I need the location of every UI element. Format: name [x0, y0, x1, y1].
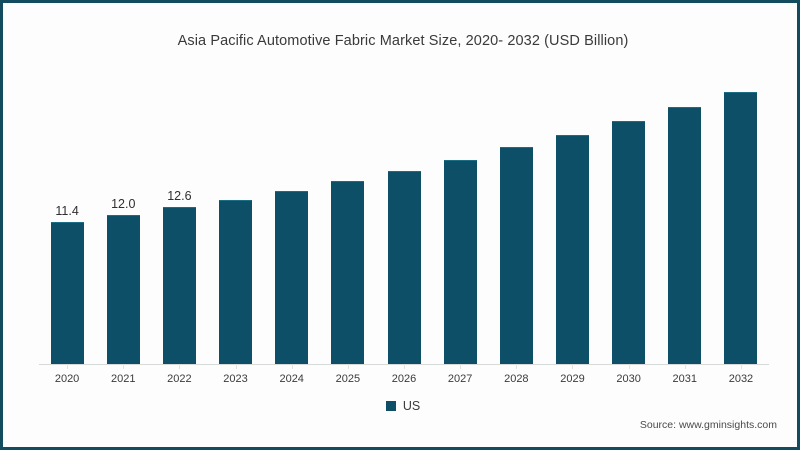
x-axis-label: 2021	[110, 373, 136, 385]
bar[interactable]	[106, 214, 140, 364]
bar-slot: 12.6	[151, 65, 207, 364]
x-axis-label: 2030	[616, 373, 641, 385]
x-axis-tick	[39, 364, 95, 370]
bar[interactable]	[443, 159, 477, 364]
bar[interactable]	[724, 92, 758, 364]
bar[interactable]	[387, 170, 421, 364]
x-axis-label: 2020	[54, 373, 80, 385]
bar-slot	[544, 65, 600, 364]
x-axis-label: 2026	[391, 373, 417, 385]
x-axis-tick	[264, 364, 320, 370]
bar[interactable]	[668, 107, 702, 364]
x-axis-label: 2032	[728, 373, 754, 385]
bar-slot	[376, 65, 432, 364]
x-axis-tick	[95, 364, 151, 370]
bar-slot: 12.0	[95, 65, 151, 364]
bar-slot	[488, 65, 544, 364]
bar[interactable]	[555, 134, 589, 364]
x-axis-label: 2023	[223, 373, 248, 385]
x-axis-tick	[207, 364, 263, 370]
bar-slot	[713, 65, 769, 364]
bar-slot	[264, 65, 320, 364]
bar[interactable]	[219, 199, 253, 364]
x-axis-label: 2022	[167, 373, 192, 385]
x-axis-tick	[432, 364, 488, 370]
legend-label-us: US	[402, 399, 421, 413]
bar-slot	[657, 65, 713, 364]
bar-value-label: 12.0	[111, 196, 136, 211]
x-axis-label: 2025	[335, 373, 361, 385]
bar-slot	[601, 65, 657, 364]
x-axis-tick	[320, 364, 376, 370]
bar-slot	[207, 65, 263, 364]
bar[interactable]	[331, 180, 365, 364]
x-axis-tick	[151, 364, 207, 370]
x-axis-label: 2027	[447, 373, 473, 385]
bar[interactable]	[499, 147, 533, 364]
x-axis-label: 2031	[672, 373, 698, 385]
legend-swatch-us	[385, 401, 396, 411]
bar[interactable]	[50, 221, 84, 364]
x-axis-tick	[488, 364, 544, 370]
x-axis-tick	[657, 364, 713, 370]
x-axis-tick	[601, 364, 657, 370]
chart-legend: US	[3, 399, 800, 413]
x-axis-label: 2024	[279, 373, 304, 385]
bar-value-label: 12.6	[167, 189, 192, 204]
bar[interactable]	[162, 207, 196, 364]
bar[interactable]	[275, 190, 309, 364]
x-axis-label: 2029	[560, 373, 585, 385]
chart-title: Asia Pacific Automotive Fabric Market Si…	[177, 33, 629, 49]
source-attribution: Source: www.gminsights.com	[639, 419, 777, 431]
bar-series-us: 11.4 12.0 12.6	[39, 65, 769, 364]
x-axis-line	[39, 364, 769, 365]
bar[interactable]	[612, 121, 646, 364]
bar-value-label: 11.4	[55, 203, 79, 218]
x-axis-tick	[713, 364, 769, 370]
bar-slot: 11.4	[39, 65, 95, 364]
x-axis-labels: 2020 2021 2022 2023 2024 2025 2026 2027 2028 2029…	[39, 373, 769, 385]
x-axis-ticks	[39, 364, 769, 370]
x-axis-tick	[376, 364, 432, 370]
x-axis-tick	[544, 364, 600, 370]
bar-slot	[432, 65, 488, 364]
x-axis-label: 2028	[504, 373, 529, 385]
bar-slot	[320, 65, 376, 364]
